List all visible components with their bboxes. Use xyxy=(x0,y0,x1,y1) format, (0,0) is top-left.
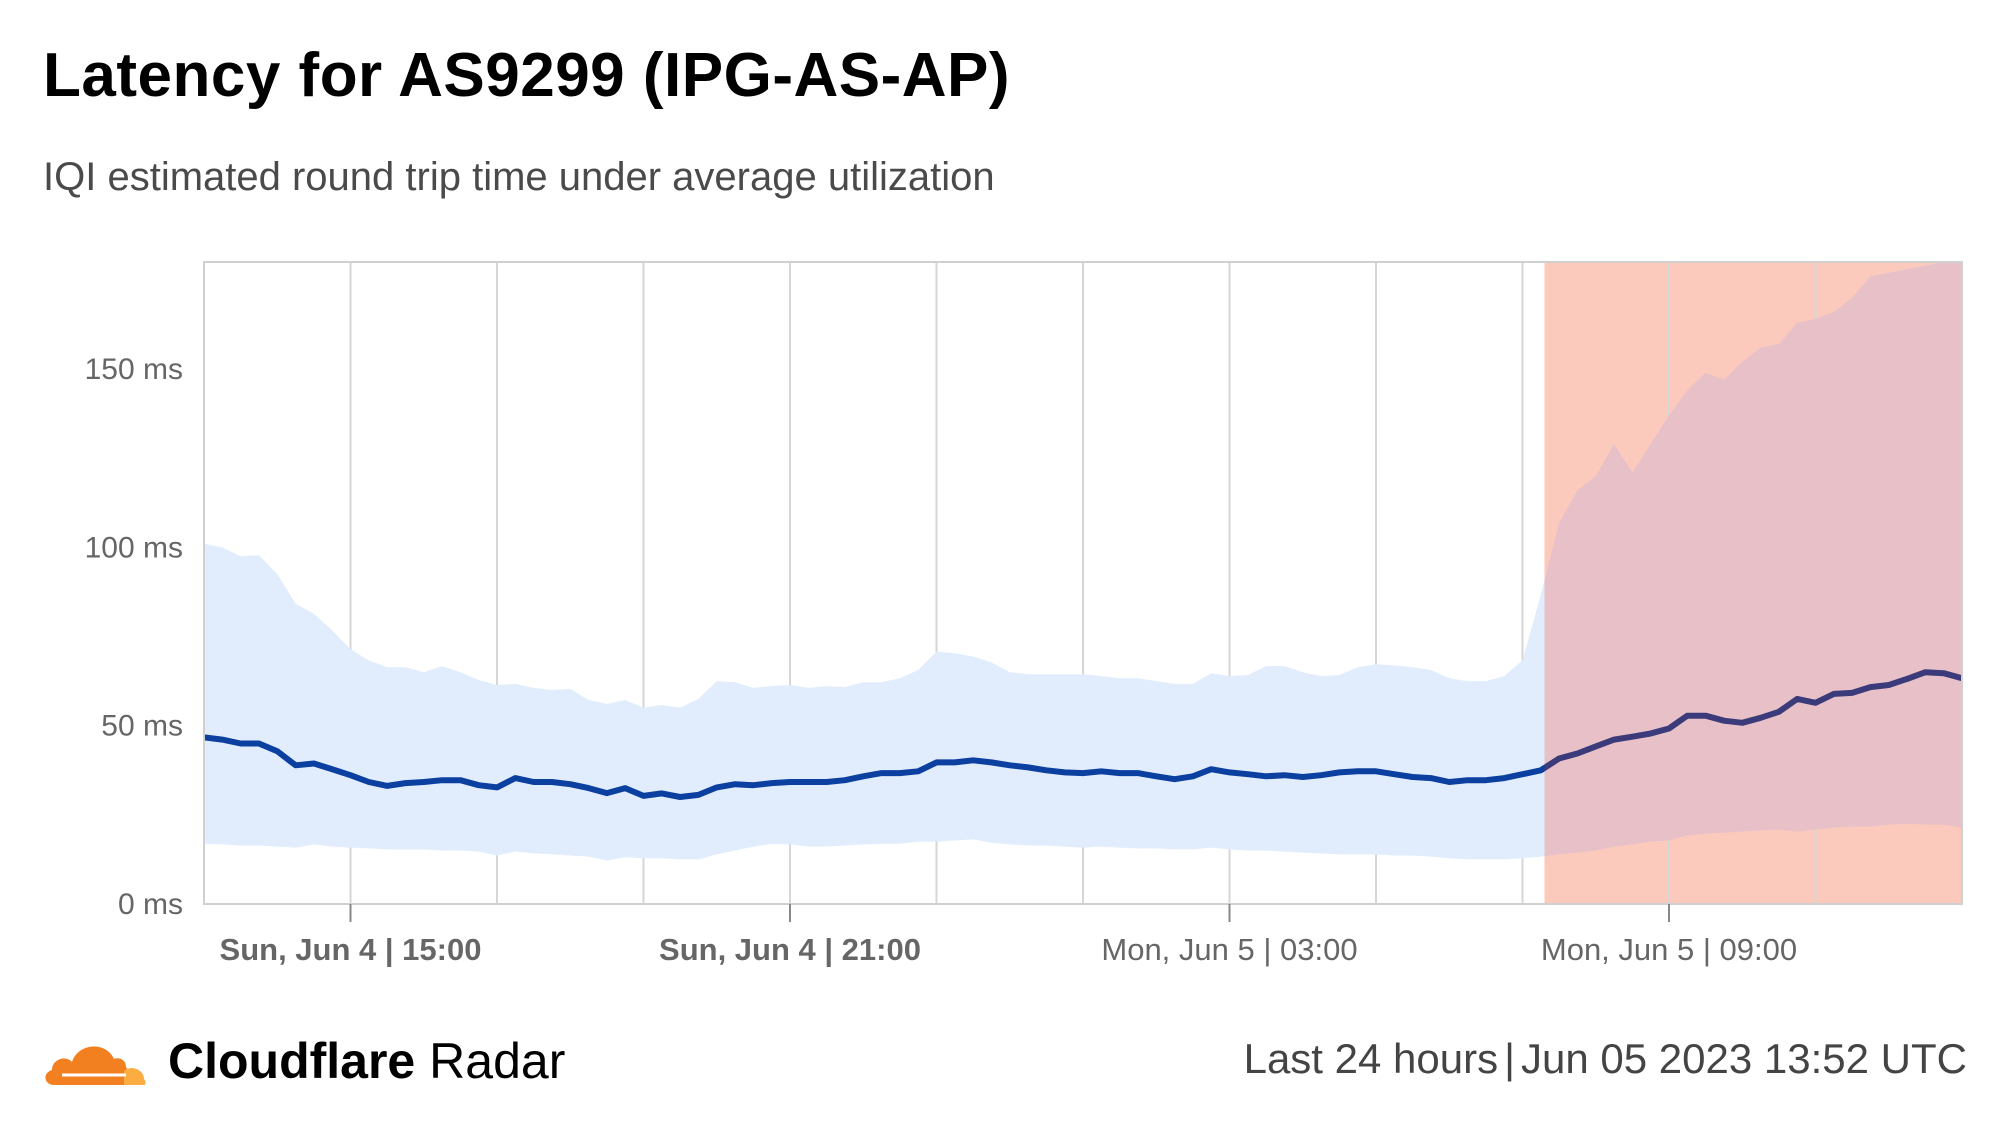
y-tick-label: 50 ms xyxy=(101,710,183,743)
x-tick-label: Sun, Jun 4 | 15:00 xyxy=(220,932,482,967)
footer-meta: Last 24 hours | Jun 05 2023 13:52 UTC xyxy=(1244,1035,1967,1083)
brand-name: Cloudflare Radar xyxy=(168,1033,566,1089)
latency-chart: 0 ms 50 ms 100 ms 150 ms Sun, Jun 4 | 15:00… xyxy=(85,261,1963,967)
x-axis: Sun, Jun 4 | 15:00 Sun, Jun 4 | 21:00 Mon,… xyxy=(220,904,1797,967)
separator: | xyxy=(1504,1035,1516,1082)
y-tick-label: 0 ms xyxy=(118,888,183,921)
confidence-band-area-anomaly xyxy=(1544,262,1962,857)
median-line xyxy=(204,669,1962,800)
timestamp: Jun 05 2023 13:52 UTC xyxy=(1521,1035,1967,1082)
plot-frame xyxy=(203,261,1963,905)
y-tick-label: 100 ms xyxy=(85,531,183,564)
y-tick-label: 150 ms xyxy=(85,353,183,386)
x-tick-label: Mon, Jun 5 | 09:00 xyxy=(1541,932,1797,967)
median-line-path-anomaly xyxy=(1544,669,1962,772)
cloudflare-logo-icon xyxy=(45,1046,146,1085)
median-line-path xyxy=(204,734,1545,800)
chart-subtitle: IQI estimated round trip time under aver… xyxy=(43,155,995,199)
time-period: Last 24 hours xyxy=(1243,1035,1499,1082)
x-tick-label: Mon, Jun 5 | 03:00 xyxy=(1101,932,1357,967)
x-tick-label: Sun, Jun 4 | 21:00 xyxy=(659,932,921,967)
chart-title: Latency for AS9299 (IPG-AS-AP) xyxy=(43,41,1011,110)
plot-border xyxy=(203,261,1963,905)
brand: Cloudflare Radar xyxy=(40,1032,565,1090)
y-axis: 0 ms 50 ms 100 ms 150 ms xyxy=(85,353,183,921)
